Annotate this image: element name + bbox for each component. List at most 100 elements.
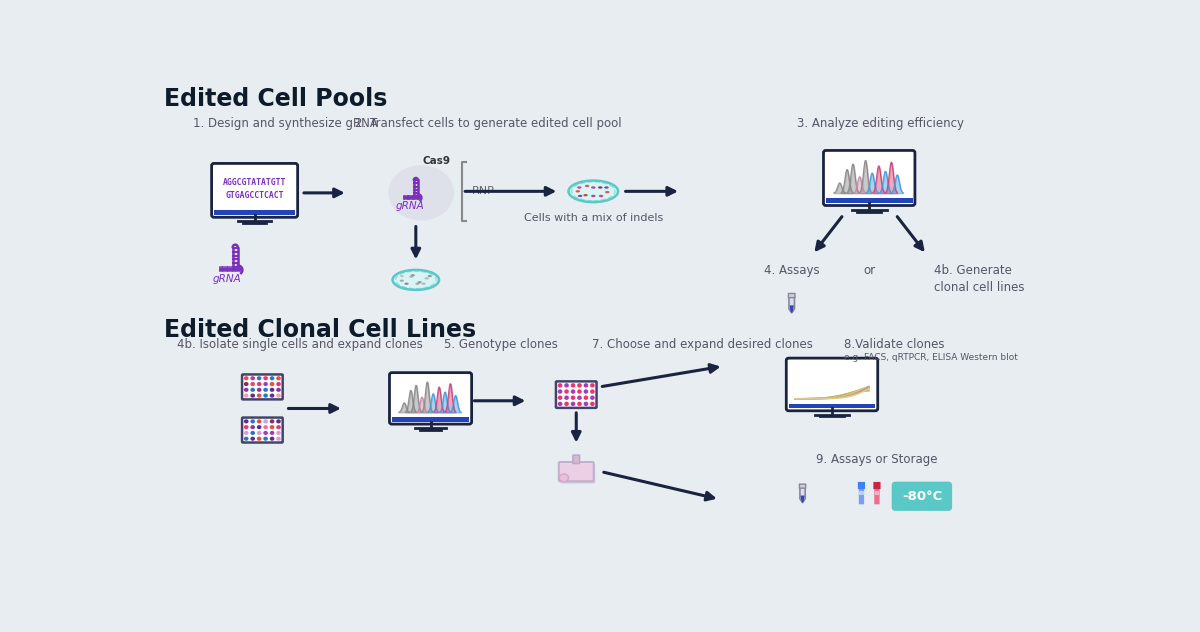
Ellipse shape <box>270 376 275 380</box>
Text: 4b. Isolate single cells and expand clones: 4b. Isolate single cells and expand clon… <box>178 337 424 351</box>
Ellipse shape <box>251 419 256 423</box>
Ellipse shape <box>257 376 262 380</box>
Bar <box>391 417 469 422</box>
Ellipse shape <box>583 389 588 394</box>
Ellipse shape <box>599 195 604 197</box>
FancyBboxPatch shape <box>390 373 472 424</box>
Ellipse shape <box>558 396 563 400</box>
FancyBboxPatch shape <box>874 482 881 489</box>
Ellipse shape <box>263 376 268 380</box>
Ellipse shape <box>244 419 248 423</box>
Text: 1. Design and synthesize gRNA: 1. Design and synthesize gRNA <box>193 118 378 130</box>
Ellipse shape <box>590 389 595 394</box>
Ellipse shape <box>605 186 608 189</box>
Ellipse shape <box>263 382 268 386</box>
Ellipse shape <box>400 275 404 277</box>
Ellipse shape <box>392 270 439 290</box>
Ellipse shape <box>270 431 275 435</box>
Ellipse shape <box>251 376 256 380</box>
Ellipse shape <box>270 437 275 441</box>
Bar <box>788 404 876 408</box>
Ellipse shape <box>244 431 248 435</box>
Text: 9. Assays or Storage: 9. Assays or Storage <box>816 453 938 466</box>
Ellipse shape <box>592 195 595 197</box>
FancyBboxPatch shape <box>823 150 914 205</box>
Ellipse shape <box>578 195 582 197</box>
Text: gRNA: gRNA <box>212 274 241 284</box>
Ellipse shape <box>257 437 262 441</box>
Ellipse shape <box>400 279 404 282</box>
Text: 8.Validate clones: 8.Validate clones <box>844 337 944 351</box>
Ellipse shape <box>583 396 588 400</box>
Text: 5. Genotype clones: 5. Genotype clones <box>444 337 558 351</box>
Ellipse shape <box>410 274 415 276</box>
Ellipse shape <box>564 389 569 394</box>
FancyBboxPatch shape <box>242 418 283 442</box>
Ellipse shape <box>571 396 575 400</box>
Ellipse shape <box>583 383 588 387</box>
Ellipse shape <box>425 277 428 279</box>
Text: e.g. FACS, qRTPCR, ELISA Western blot: e.g. FACS, qRTPCR, ELISA Western blot <box>844 353 1018 362</box>
Ellipse shape <box>244 382 248 386</box>
Ellipse shape <box>276 419 281 423</box>
Text: 4b. Generate
clonal cell lines: 4b. Generate clonal cell lines <box>935 264 1025 294</box>
FancyBboxPatch shape <box>242 374 283 399</box>
Ellipse shape <box>263 425 268 429</box>
Text: Cas9: Cas9 <box>422 156 451 166</box>
Ellipse shape <box>558 402 563 406</box>
Ellipse shape <box>263 394 268 398</box>
Text: Edited Cell Pools: Edited Cell Pools <box>164 87 388 111</box>
Text: RNP: RNP <box>472 186 494 197</box>
Ellipse shape <box>389 165 454 221</box>
Ellipse shape <box>257 419 262 423</box>
Ellipse shape <box>577 186 582 189</box>
Ellipse shape <box>251 437 256 441</box>
Polygon shape <box>800 487 805 503</box>
Polygon shape <box>800 495 804 503</box>
Ellipse shape <box>583 402 588 406</box>
Ellipse shape <box>577 402 582 406</box>
Ellipse shape <box>558 389 563 394</box>
Ellipse shape <box>558 383 563 387</box>
Ellipse shape <box>577 389 582 394</box>
Ellipse shape <box>276 437 281 441</box>
FancyBboxPatch shape <box>892 482 952 511</box>
Ellipse shape <box>244 394 248 398</box>
Ellipse shape <box>251 394 256 398</box>
Ellipse shape <box>263 387 268 392</box>
Ellipse shape <box>569 181 618 202</box>
Text: 7. Choose and expand desired clones: 7. Choose and expand desired clones <box>592 337 812 351</box>
Ellipse shape <box>257 425 262 429</box>
Ellipse shape <box>244 437 248 441</box>
Bar <box>859 491 864 495</box>
Ellipse shape <box>251 387 256 392</box>
Ellipse shape <box>584 185 589 187</box>
Ellipse shape <box>270 394 275 398</box>
FancyBboxPatch shape <box>786 358 877 411</box>
Ellipse shape <box>276 394 281 398</box>
Ellipse shape <box>257 394 262 398</box>
Ellipse shape <box>276 387 281 392</box>
Text: 2. Transfect cells to generate edited cell pool: 2. Transfect cells to generate edited ce… <box>355 118 622 130</box>
Ellipse shape <box>257 431 262 435</box>
Ellipse shape <box>270 387 275 392</box>
FancyBboxPatch shape <box>799 484 805 488</box>
Ellipse shape <box>257 382 262 386</box>
Ellipse shape <box>571 383 575 387</box>
Polygon shape <box>790 305 793 313</box>
Ellipse shape <box>576 190 580 193</box>
FancyBboxPatch shape <box>556 381 596 408</box>
Ellipse shape <box>257 387 262 392</box>
FancyBboxPatch shape <box>875 488 880 504</box>
Bar <box>826 198 913 204</box>
FancyBboxPatch shape <box>859 488 864 504</box>
Ellipse shape <box>251 431 256 435</box>
Ellipse shape <box>270 382 275 386</box>
Ellipse shape <box>251 425 256 429</box>
Ellipse shape <box>577 396 582 400</box>
Ellipse shape <box>251 382 256 386</box>
Ellipse shape <box>276 376 281 380</box>
Ellipse shape <box>263 437 268 441</box>
Polygon shape <box>788 297 794 313</box>
Ellipse shape <box>598 186 602 189</box>
